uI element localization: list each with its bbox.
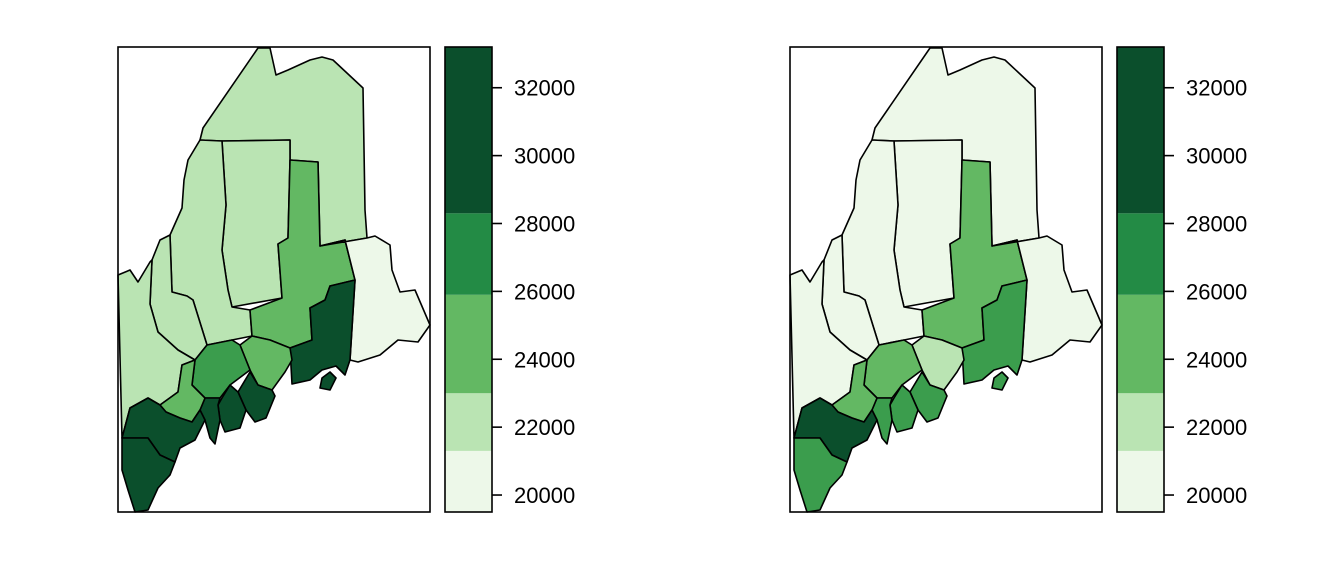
legend-tick-label-5-left: 30000 [514, 144, 575, 169]
maine-county-map-left [117, 47, 431, 513]
county-hancock-island-right [991, 371, 1009, 391]
color-legend-left: 20000 22000 24000 26000 28000 30000 32000 [444, 46, 575, 513]
legend-bin-3-left [445, 213, 492, 295]
county-york-right [793, 437, 848, 513]
legend-frame-left [444, 46, 493, 513]
legend-tick-label-4-left: 28000 [514, 211, 575, 236]
legend-tick-label-0-left: 20000 [514, 483, 575, 508]
map-frame-right [789, 46, 1103, 513]
county-york [121, 437, 176, 513]
legend-bin-1-left [445, 393, 492, 451]
legend-tick-label-4-right: 28000 [1186, 211, 1247, 236]
color-legend-right: 20000 22000 24000 26000 28000 30000 32000 [1116, 46, 1247, 513]
county-hancock [289, 279, 356, 385]
legend-tick-label-3-left: 26000 [514, 279, 575, 304]
legend-bin-4-left [445, 47, 492, 214]
legend-tick-label-5-right: 30000 [1186, 144, 1247, 169]
county-piscataquis-right [893, 139, 963, 308]
legend-bin-3-right [1117, 213, 1164, 295]
map-panel-left: 20000 22000 24000 26000 28000 30000 32000 [117, 46, 575, 513]
legend-bin-0-right [1117, 450, 1164, 512]
legend-bin-0-left [445, 450, 492, 512]
legend-bin-2-left [445, 294, 492, 394]
legend-frame-right [1116, 46, 1165, 513]
county-piscataquis [221, 139, 291, 308]
legend-bin-2-right [1117, 294, 1164, 394]
legend-tick-label-2-right: 24000 [1186, 347, 1247, 372]
legend-bin-4-right [1117, 47, 1164, 214]
legend-tick-label-1-left: 22000 [514, 415, 575, 440]
map-frame-left [117, 46, 431, 513]
legend-tick-label-6-left: 32000 [514, 76, 575, 101]
legend-tick-label-6-right: 32000 [1186, 76, 1247, 101]
legend-tick-label-0-right: 20000 [1186, 483, 1247, 508]
legend-tick-label-1-right: 22000 [1186, 415, 1247, 440]
legend-tick-label-3-right: 26000 [1186, 279, 1247, 304]
map-panel-right: 20000 22000 24000 26000 28000 30000 32000 [789, 46, 1247, 513]
county-hancock-right [961, 279, 1028, 385]
legend-tick-label-2-left: 24000 [514, 347, 575, 372]
legend-bin-1-right [1117, 393, 1164, 451]
maine-county-map-right [789, 47, 1103, 513]
county-hancock-island [319, 371, 337, 391]
